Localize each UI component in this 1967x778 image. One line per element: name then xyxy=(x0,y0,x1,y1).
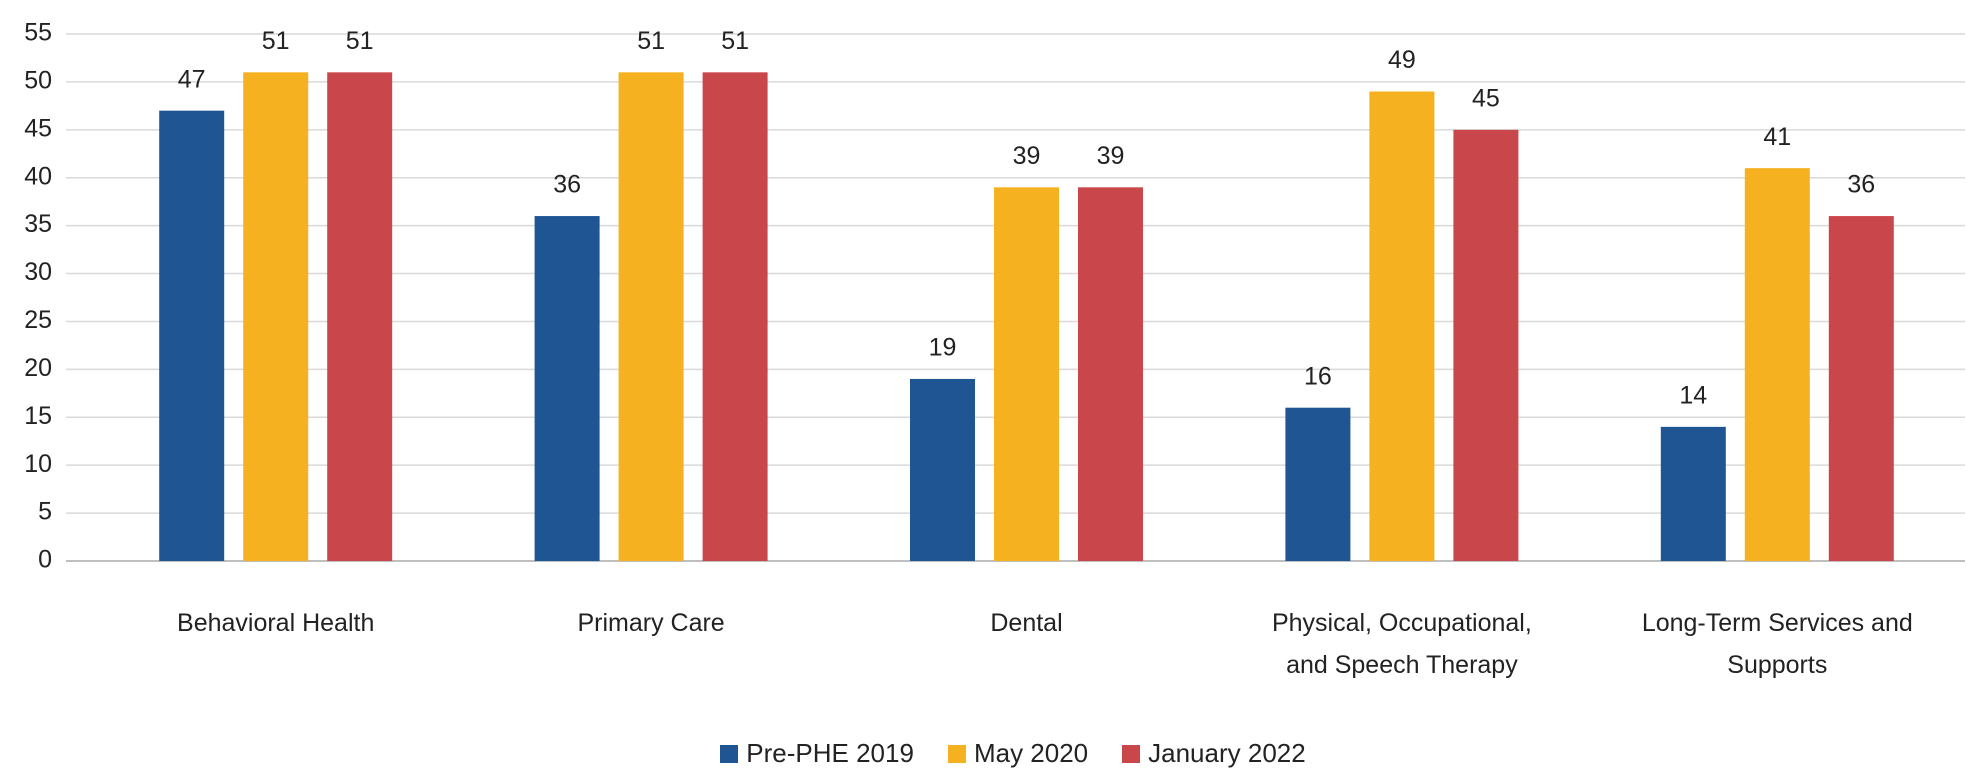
y-tick-label: 40 xyxy=(24,162,52,190)
bar xyxy=(1369,91,1435,561)
data-label: 41 xyxy=(1763,123,1791,151)
y-tick-label: 20 xyxy=(24,354,52,382)
y-tick-label: 55 xyxy=(24,19,52,47)
y-tick-label: 50 xyxy=(24,67,52,95)
data-label: 36 xyxy=(1847,171,1875,199)
data-label: 51 xyxy=(262,27,290,55)
y-tick-label: 15 xyxy=(24,402,52,430)
x-tick-label: Physical, Occupational, and Speech Thera… xyxy=(1271,609,1532,679)
legend-item: Pre-PHE 2019 xyxy=(720,738,914,769)
bar xyxy=(534,216,600,561)
y-tick-label: 35 xyxy=(24,210,52,238)
bar xyxy=(1828,216,1894,561)
y-tick-label: 5 xyxy=(38,498,52,526)
data-label: 51 xyxy=(721,27,749,55)
y-tick-label: 10 xyxy=(24,450,52,478)
bar xyxy=(1078,187,1143,562)
x-tick-label: Long-Term Services and Supports xyxy=(1641,609,1913,679)
legend-label: May 2020 xyxy=(973,738,1089,768)
bar xyxy=(327,72,393,561)
bar xyxy=(910,378,975,561)
data-label: 16 xyxy=(1304,362,1332,390)
legend-swatch xyxy=(720,744,739,763)
y-tick-label: 30 xyxy=(24,258,52,286)
bar xyxy=(1285,407,1351,561)
x-tick-label: Behavioral Health xyxy=(177,609,375,637)
legend: Pre-PHE 2019 May 2020 January 2022 xyxy=(0,738,1967,769)
x-tick-label: Dental xyxy=(990,609,1063,637)
bar xyxy=(702,72,768,561)
legend-label: January 2022 xyxy=(1148,738,1306,768)
bar xyxy=(618,72,684,561)
x-tick-label: Primary Care xyxy=(577,609,725,637)
data-label: 47 xyxy=(178,65,206,93)
data-label: 49 xyxy=(1388,46,1416,74)
y-tick-label: 0 xyxy=(38,546,52,574)
bar xyxy=(1744,168,1810,562)
data-label: 51 xyxy=(637,27,665,55)
bar xyxy=(1660,426,1726,561)
data-label: 51 xyxy=(346,27,374,55)
bar xyxy=(1453,129,1519,561)
y-tick-label: 25 xyxy=(24,306,52,334)
y-tick-label: 45 xyxy=(24,114,52,142)
data-label: 45 xyxy=(1472,84,1500,112)
bar xyxy=(159,110,225,562)
legend-item: January 2022 xyxy=(1122,738,1306,769)
data-label: 36 xyxy=(553,171,581,199)
data-label: 39 xyxy=(1013,142,1041,170)
bar xyxy=(243,72,309,561)
data-label: 19 xyxy=(929,334,957,362)
data-label: 39 xyxy=(1097,142,1125,170)
data-label: 14 xyxy=(1679,381,1707,409)
bar xyxy=(994,187,1059,562)
legend-label: Pre-PHE 2019 xyxy=(746,738,914,768)
legend-item: May 2020 xyxy=(947,738,1089,769)
legend-swatch xyxy=(947,744,966,763)
legend-swatch xyxy=(1122,744,1141,763)
